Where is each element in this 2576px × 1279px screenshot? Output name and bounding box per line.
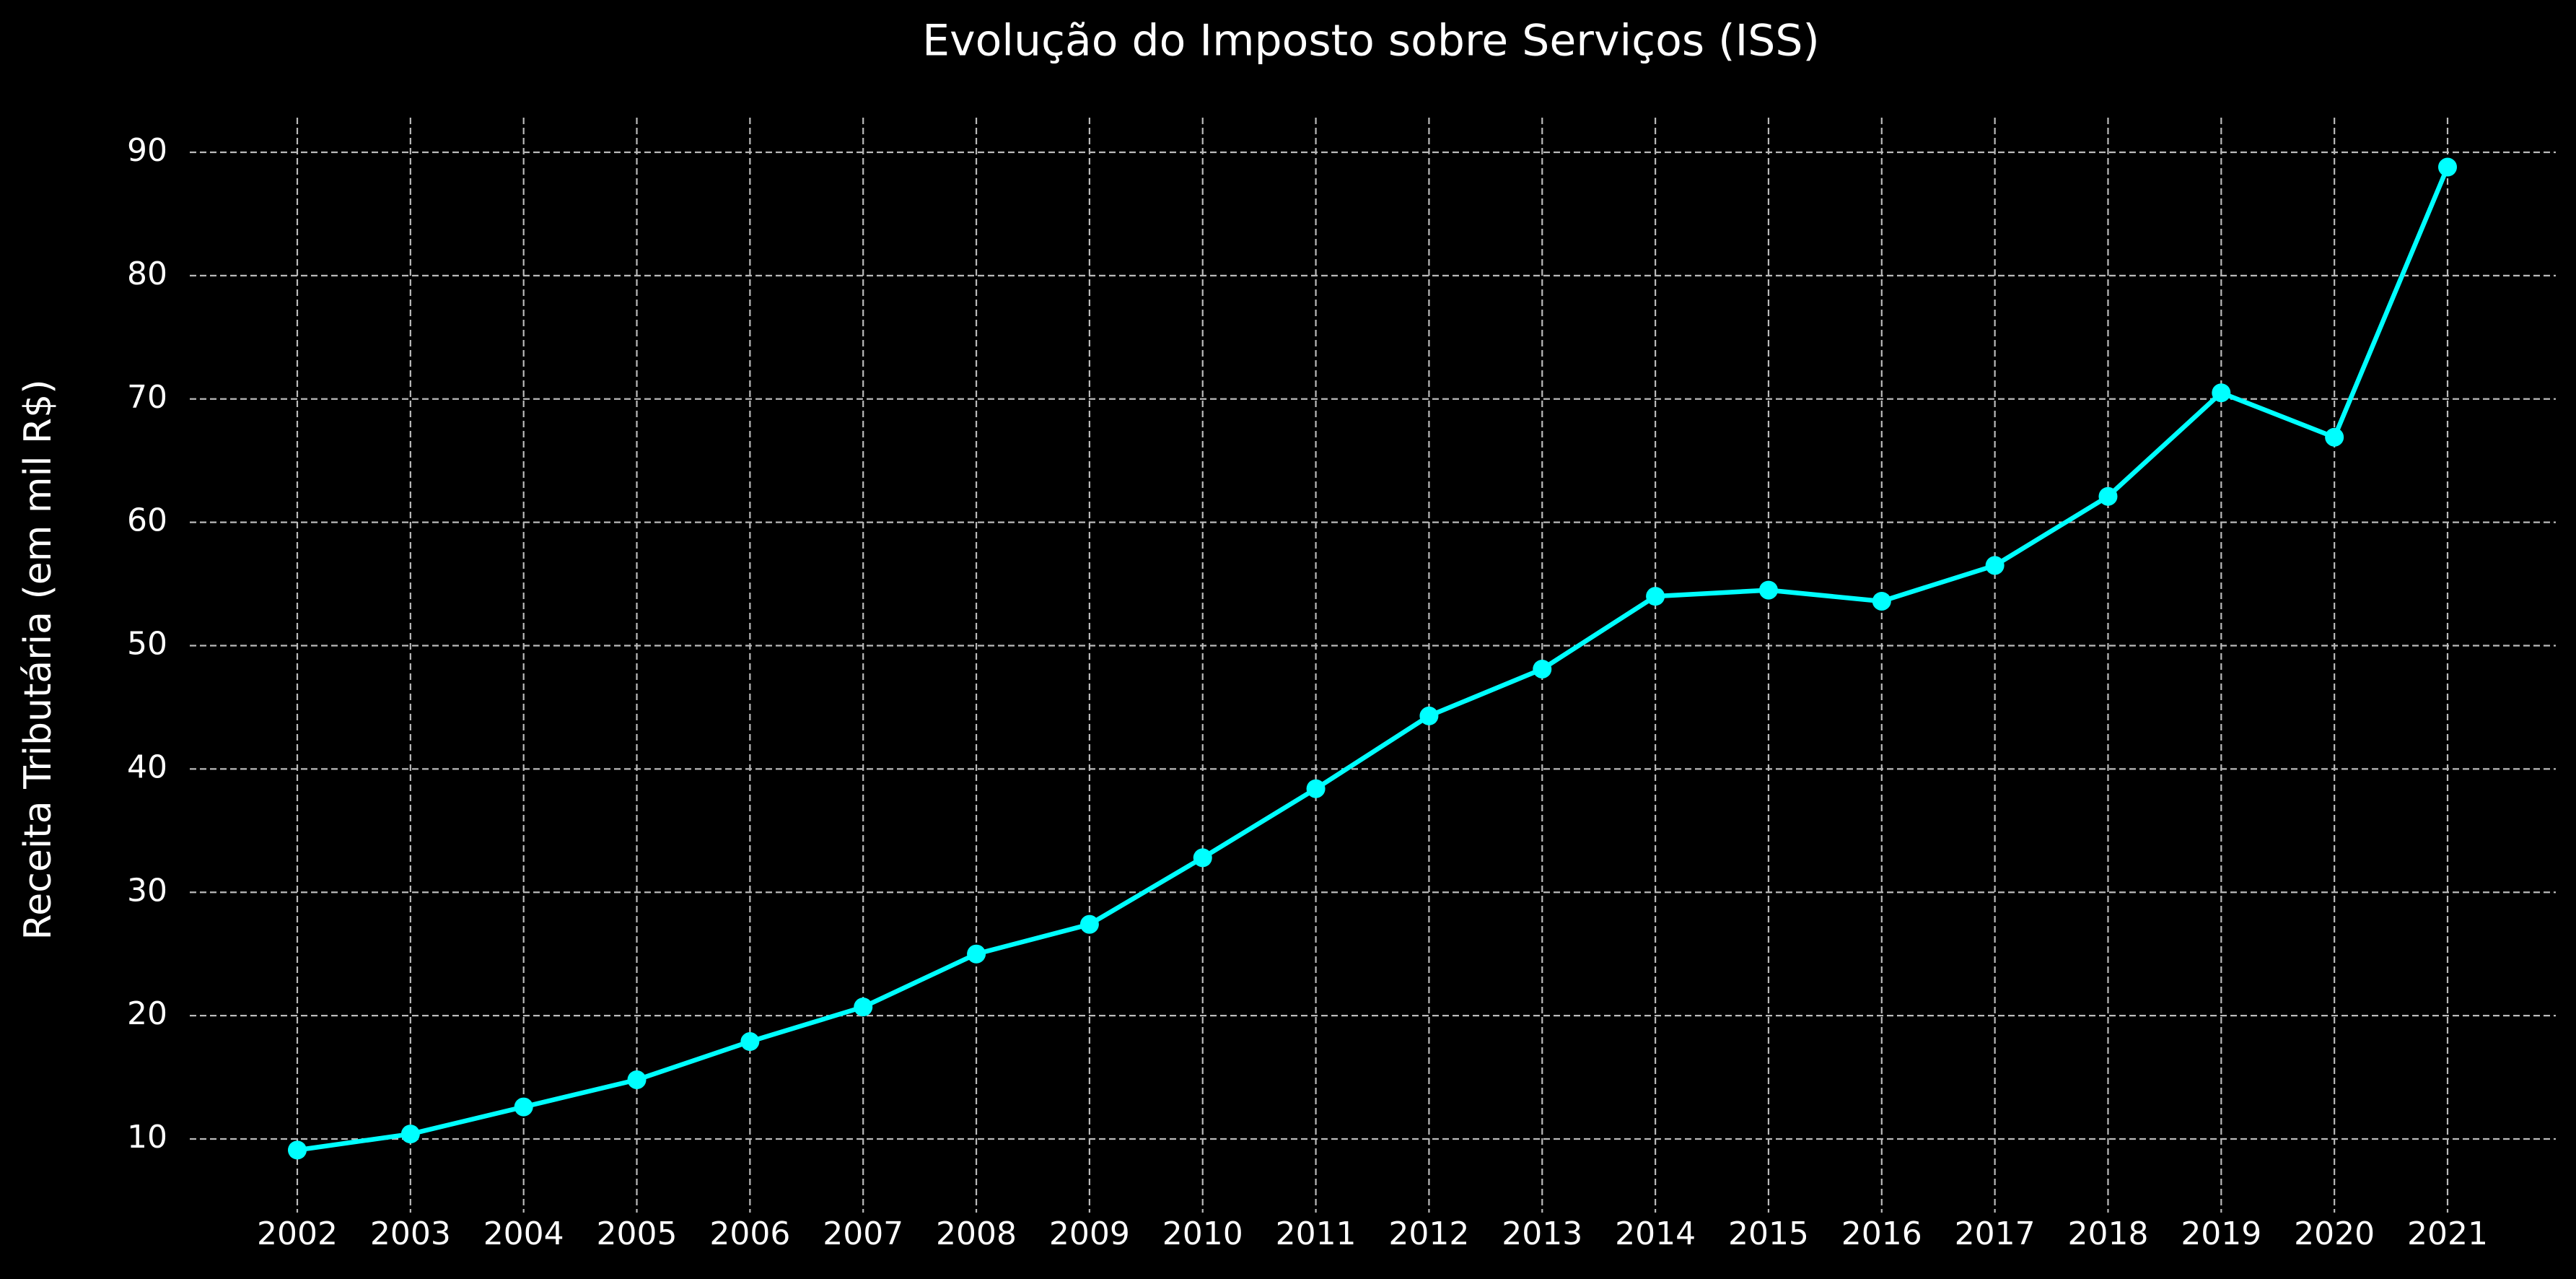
data-point bbox=[1193, 848, 1212, 868]
data-point bbox=[627, 1070, 647, 1089]
y-tick-label: 80 bbox=[127, 256, 167, 292]
x-tick-label: 2016 bbox=[1841, 1215, 1922, 1252]
x-tick-label: 2009 bbox=[1049, 1215, 1130, 1252]
data-point bbox=[1419, 706, 1439, 725]
y-tick-label: 40 bbox=[127, 748, 167, 785]
y-tick-label: 50 bbox=[127, 626, 167, 663]
chart-title: Evolução do Imposto sobre Serviços (ISS) bbox=[922, 16, 1820, 66]
data-point bbox=[514, 1097, 533, 1117]
x-tick-label: 2010 bbox=[1162, 1215, 1243, 1252]
data-point bbox=[400, 1125, 420, 1144]
data-point bbox=[2212, 383, 2231, 403]
y-tick-label: 20 bbox=[127, 995, 167, 1032]
y-tick-label: 90 bbox=[127, 132, 167, 169]
y-tick-label: 70 bbox=[127, 379, 167, 416]
x-tick-label: 2015 bbox=[1728, 1215, 1809, 1252]
y-tick-label: 60 bbox=[127, 502, 167, 539]
series-layer bbox=[288, 157, 2457, 1160]
x-tick-label: 2013 bbox=[1502, 1215, 1582, 1252]
data-point bbox=[740, 1032, 760, 1052]
data-point bbox=[2325, 427, 2344, 447]
x-tick-label: 2003 bbox=[370, 1215, 451, 1252]
grid-layer bbox=[190, 118, 2556, 1213]
tick-label-layer: 10 20 30 40 50 60 70 80 90 2002 2003 2004 2005 2006 20… bbox=[127, 132, 2488, 1252]
data-point bbox=[967, 944, 986, 964]
x-tick-label: 2007 bbox=[823, 1215, 903, 1252]
x-tick-label: 2005 bbox=[597, 1215, 678, 1252]
x-tick-label: 2019 bbox=[2181, 1215, 2261, 1252]
data-point bbox=[1533, 659, 1552, 678]
x-tick-label: 2018 bbox=[2067, 1215, 2148, 1252]
y-tick-label: 10 bbox=[127, 1119, 167, 1156]
data-point bbox=[288, 1140, 307, 1160]
x-tick-label: 2006 bbox=[709, 1215, 790, 1252]
x-tick-label: 2017 bbox=[1955, 1215, 2036, 1252]
data-point bbox=[2098, 486, 2118, 506]
series-line bbox=[294, 165, 2450, 1153]
x-tick-label: 2002 bbox=[257, 1215, 338, 1252]
x-tick-label: 2011 bbox=[1276, 1215, 1357, 1252]
x-tick-label: 2021 bbox=[2407, 1215, 2488, 1252]
data-point bbox=[1758, 580, 1778, 600]
data-point bbox=[1646, 587, 1665, 606]
data-point bbox=[854, 998, 873, 1017]
data-point bbox=[1079, 914, 1099, 934]
x-tick-label: 2014 bbox=[1615, 1215, 1696, 1252]
x-tick-label: 2004 bbox=[483, 1215, 564, 1252]
x-tick-label: 2012 bbox=[1388, 1215, 1469, 1252]
data-point bbox=[2438, 157, 2457, 177]
data-point bbox=[1306, 779, 1326, 798]
x-tick-label: 2008 bbox=[936, 1215, 1017, 1252]
x-tick-label: 2020 bbox=[2294, 1215, 2375, 1252]
data-point bbox=[1985, 556, 2005, 575]
data-point bbox=[1872, 591, 1891, 611]
y-axis-label: Receita Tributária (em mil R$) bbox=[17, 379, 60, 940]
y-tick-label: 30 bbox=[127, 872, 167, 909]
